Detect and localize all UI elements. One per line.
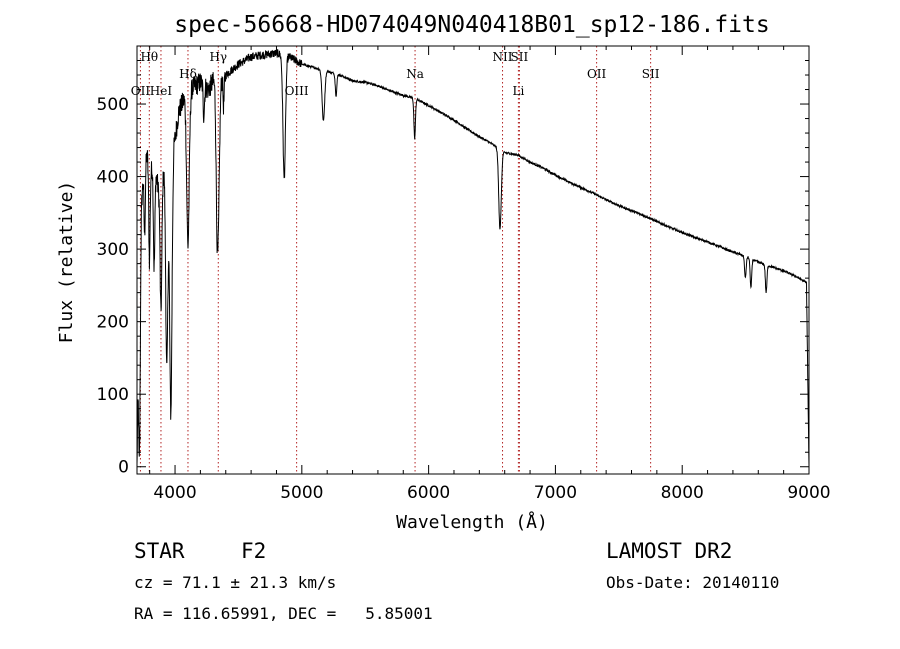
y-axis-label: Flux (relative) — [56, 181, 77, 344]
line-label-oiii: OIII — [285, 84, 309, 98]
y-tick-label: 300 — [97, 240, 129, 260]
line-label-sii: SII — [511, 50, 529, 64]
plot-frame — [136, 45, 810, 475]
line-label-hθ: Hθ — [140, 50, 158, 64]
coordinates: RA = 116.65991, DEC = 5.85001 — [134, 604, 433, 623]
object-class: STAR — [134, 539, 185, 563]
line-label-oii: OII — [131, 84, 151, 98]
line-label-hei: HeI — [150, 84, 173, 98]
line-label-li: Li — [512, 84, 524, 98]
chart-title: spec-56668-HD074049N040418B01_sp12-186.f… — [174, 12, 769, 38]
x-tick-label: 5000 — [280, 483, 323, 503]
line-label-hγ: Hγ — [209, 50, 227, 64]
x-tick-label: 4000 — [153, 483, 196, 503]
observation-date: Obs-Date: 20140110 — [606, 573, 779, 592]
x-tick-label: 8000 — [661, 483, 704, 503]
line-label-na: Na — [406, 67, 424, 81]
axis-tick-labels: 4000 5000 6000 7000 8000 9000 0 100 200 300 400 500 — [97, 95, 831, 503]
x-tick-label: 9000 — [787, 483, 830, 503]
x-tick-label: 7000 — [534, 483, 577, 503]
line-label-oii: OII — [587, 67, 607, 81]
axis-ticks — [137, 45, 810, 474]
y-tick-label: 200 — [97, 313, 129, 333]
object-subclass: F2 — [241, 539, 266, 563]
spectral-line-markers — [139, 46, 652, 474]
line-label-hδ: Hδ — [179, 67, 197, 81]
y-tick-label: 0 — [118, 458, 129, 478]
x-tick-label: 6000 — [407, 483, 450, 503]
y-tick-label: 500 — [97, 95, 129, 115]
redshift-velocity: cz = 71.1 ± 21.3 km/s — [134, 573, 336, 592]
spectrum-series-line — [136, 49, 810, 466]
y-tick-label: 100 — [97, 385, 129, 405]
survey-name: LAMOST DR2 — [606, 539, 732, 563]
y-tick-label: 400 — [97, 168, 129, 188]
line-label-sii: SII — [642, 67, 660, 81]
line-label-nii: NII — [493, 50, 513, 64]
x-axis-label: Wavelength (Å) — [396, 511, 548, 533]
